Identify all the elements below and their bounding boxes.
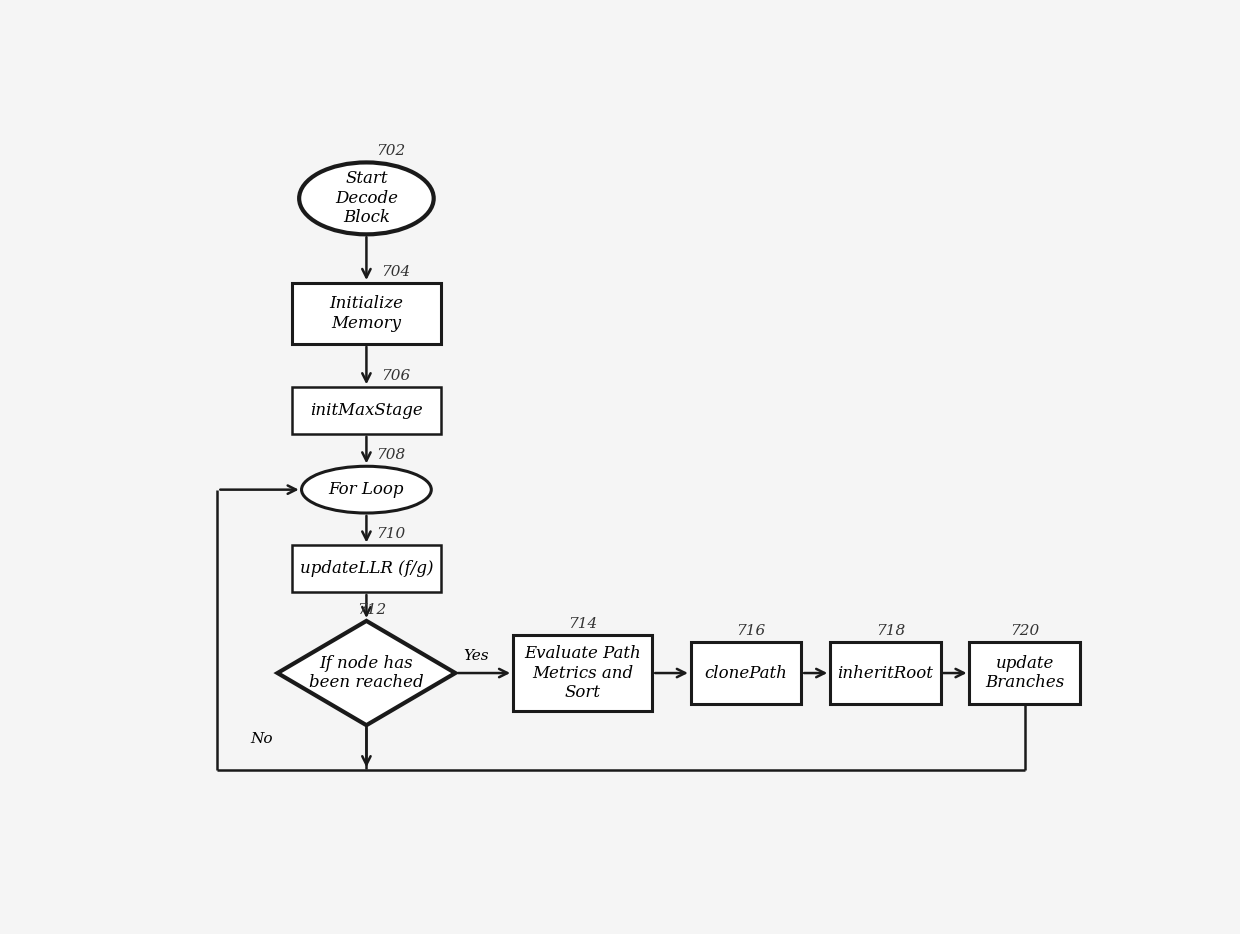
Bar bbox=[291, 545, 441, 592]
Bar bbox=[830, 643, 941, 703]
Polygon shape bbox=[278, 621, 455, 725]
Text: For Loop: For Loop bbox=[329, 481, 404, 498]
Text: 710: 710 bbox=[376, 527, 405, 541]
Bar bbox=[691, 643, 801, 703]
Text: If node has
been reached: If node has been reached bbox=[309, 655, 424, 691]
Text: 718: 718 bbox=[875, 624, 905, 638]
Text: 702: 702 bbox=[376, 144, 405, 158]
Text: clonePath: clonePath bbox=[704, 664, 787, 682]
Text: update
Branches: update Branches bbox=[985, 655, 1064, 691]
Text: inheritRoot: inheritRoot bbox=[837, 664, 934, 682]
Text: Initialize
Memory: Initialize Memory bbox=[330, 295, 403, 332]
Bar bbox=[513, 635, 652, 711]
Ellipse shape bbox=[299, 163, 434, 234]
Text: initMaxStage: initMaxStage bbox=[310, 402, 423, 419]
Text: 714: 714 bbox=[568, 617, 598, 631]
Text: 708: 708 bbox=[376, 448, 405, 462]
Text: 720: 720 bbox=[1011, 624, 1039, 638]
Bar bbox=[291, 283, 441, 344]
Text: Evaluate Path
Metrics and
Sort: Evaluate Path Metrics and Sort bbox=[525, 645, 641, 701]
Bar bbox=[291, 388, 441, 434]
Text: No: No bbox=[250, 732, 273, 746]
Text: 706: 706 bbox=[381, 369, 410, 383]
Text: Yes: Yes bbox=[463, 649, 489, 663]
Bar bbox=[970, 643, 1080, 703]
Text: 704: 704 bbox=[381, 264, 410, 278]
Text: 712: 712 bbox=[357, 602, 386, 616]
Text: 716: 716 bbox=[737, 624, 765, 638]
Text: Start
Decode
Block: Start Decode Block bbox=[335, 170, 398, 226]
Ellipse shape bbox=[301, 466, 432, 513]
Text: updateLLR (f/g): updateLLR (f/g) bbox=[300, 560, 433, 577]
